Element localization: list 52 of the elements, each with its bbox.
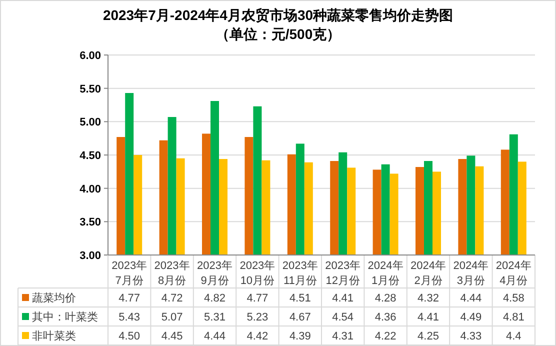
y-tick-label: 6.00 — [80, 50, 101, 62]
y-tick-label: 3.00 — [80, 250, 101, 262]
data-label: 4.72 — [161, 292, 183, 304]
data-label: 4.58 — [502, 292, 524, 304]
x-tick-label: 2024年 1月份 — [368, 260, 404, 287]
data-label: 4.45 — [161, 330, 183, 342]
data-label: 4.50 — [118, 330, 140, 342]
data-label: 4.25 — [418, 330, 439, 342]
x-tick-label: 2024年 2月份 — [410, 260, 446, 287]
data-label: 5.07 — [161, 312, 183, 324]
data-label: 4.33 — [460, 330, 482, 342]
data-label: 4.67 — [289, 312, 311, 324]
data-label: 4.44 — [204, 330, 226, 342]
x-tick-label: 2024年 3月份 — [453, 260, 489, 287]
x-tick-label: 2023年 9月份 — [197, 260, 232, 287]
x-tick-label: 2023年 10月份 — [240, 260, 276, 287]
legend-label: 蔬菜均价 — [32, 292, 76, 304]
data-label: 4.22 — [374, 330, 396, 342]
data-label: 4.41 — [418, 312, 439, 324]
y-tick-label: 4.50 — [80, 150, 101, 162]
data-label: 4.41 — [332, 292, 354, 304]
data-label: 4.4 — [506, 330, 522, 342]
x-tick-label: 2023年 12月份 — [325, 260, 361, 287]
data-label: 4.42 — [246, 330, 268, 342]
x-tick-label: 2023年 11月份 — [282, 260, 318, 287]
data-label: 4.44 — [460, 292, 482, 304]
data-label: 5.31 — [204, 312, 226, 324]
data-label: 4.39 — [289, 330, 311, 342]
data-label: 4.28 — [374, 292, 396, 304]
y-tick-label: 3.50 — [80, 216, 101, 229]
chart-subtitle: （单位：元/500克） — [215, 26, 341, 42]
data-label: 4.32 — [418, 292, 439, 304]
data-label: 4.49 — [460, 312, 482, 324]
chart-title: 2023年7月-2024年4月农贸市场30种蔬菜零售均价走势图 — [102, 7, 454, 23]
x-tick-label: 2023年 7月份 — [112, 260, 148, 287]
data-label: 4.54 — [332, 312, 354, 324]
legend-label: 非叶菜类 — [32, 330, 76, 342]
data-label: 4.31 — [332, 330, 354, 342]
data-label: 4.77 — [118, 292, 140, 304]
y-tick-label: 5.00 — [80, 116, 101, 129]
data-label: 5.43 — [118, 312, 140, 324]
legend-label: 其中：叶菜类 — [32, 310, 98, 324]
data-label: 5.23 — [246, 312, 268, 324]
data-label: 4.36 — [374, 312, 396, 324]
x-tick-label: 2024年 4月份 — [496, 260, 532, 287]
x-tick-label: 2023年 8月份 — [154, 260, 190, 287]
y-tick-label: 5.50 — [80, 83, 101, 96]
data-label: 4.77 — [246, 292, 268, 304]
data-label: 4.51 — [289, 292, 311, 304]
data-label: 4.82 — [204, 292, 226, 304]
data-label: 4.81 — [502, 312, 524, 324]
y-tick-label: 4.00 — [80, 183, 101, 196]
